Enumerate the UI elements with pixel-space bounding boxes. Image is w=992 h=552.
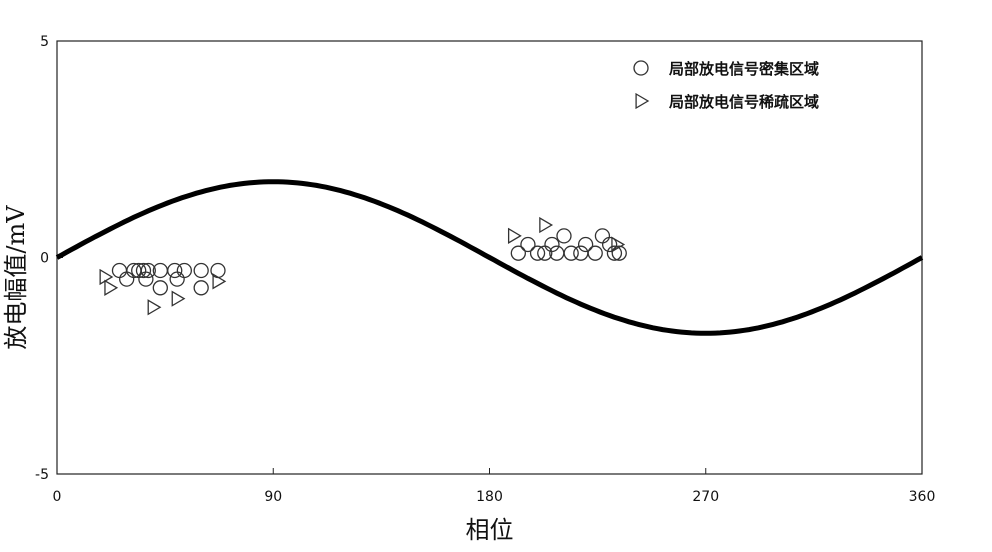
x-tick-label: 270: [692, 489, 719, 505]
legend-label-sparse: 局部放电信号稀疏区域: [668, 93, 819, 111]
x-tick-label: 0: [53, 489, 62, 505]
data-point-dense: [193, 262, 209, 279]
data-points: [99, 216, 627, 316]
data-point-dense: [529, 245, 546, 261]
y-tick-label: 0: [40, 251, 49, 267]
data-point-dense: [520, 236, 536, 253]
data-point-dense: [510, 245, 526, 261]
data-point-sparse: [212, 273, 227, 290]
data-point-sparse: [611, 236, 626, 253]
legend-marker-circle: [633, 60, 649, 76]
y-tick-label: -5: [35, 467, 49, 483]
data-point-dense: [544, 236, 560, 253]
data-point-dense: [594, 228, 611, 244]
legend-label-dense: 局部放电信号密集区域: [668, 60, 819, 78]
data-point-dense: [193, 280, 209, 296]
data-point-sparse: [99, 268, 114, 286]
data-point-dense: [611, 245, 627, 261]
x-tick-label: 360: [909, 489, 936, 505]
x-tick-label: 180: [476, 489, 503, 505]
data-point-dense: [573, 245, 589, 261]
data-point-sparse: [104, 279, 119, 296]
y-axis-title: 放电幅值/mV: [2, 205, 30, 350]
sine-reference-curve: [55, 179, 924, 336]
legend: 局部放电信号密集区域 局部放电信号稀疏区域: [633, 60, 819, 111]
data-point-sparse: [507, 227, 522, 244]
data-point-dense: [587, 245, 603, 261]
data-point-sparse: [147, 299, 162, 316]
data-point-dense: [563, 245, 579, 261]
data-point-dense: [119, 271, 135, 287]
data-point-dense: [111, 262, 128, 279]
data-point-dense: [152, 280, 168, 296]
data-point-sparse: [171, 290, 186, 307]
data-point-sparse: [539, 216, 554, 234]
data-point-dense: [601, 236, 618, 253]
data-point-dense: [140, 262, 156, 279]
x-tick-label: 90: [264, 489, 282, 505]
data-point-dense: [138, 271, 154, 287]
data-point-dense: [169, 271, 185, 287]
data-point-dense: [176, 262, 192, 279]
x-axis-title: 相位: [466, 516, 514, 544]
data-point-dense: [556, 228, 572, 244]
data-point-dense: [167, 262, 183, 279]
y-tick-label: 5: [40, 34, 49, 50]
data-point-dense: [135, 262, 152, 279]
data-point-dense: [577, 236, 594, 253]
data-point-dense: [606, 245, 623, 261]
legend-marker-triangle: [635, 92, 650, 110]
